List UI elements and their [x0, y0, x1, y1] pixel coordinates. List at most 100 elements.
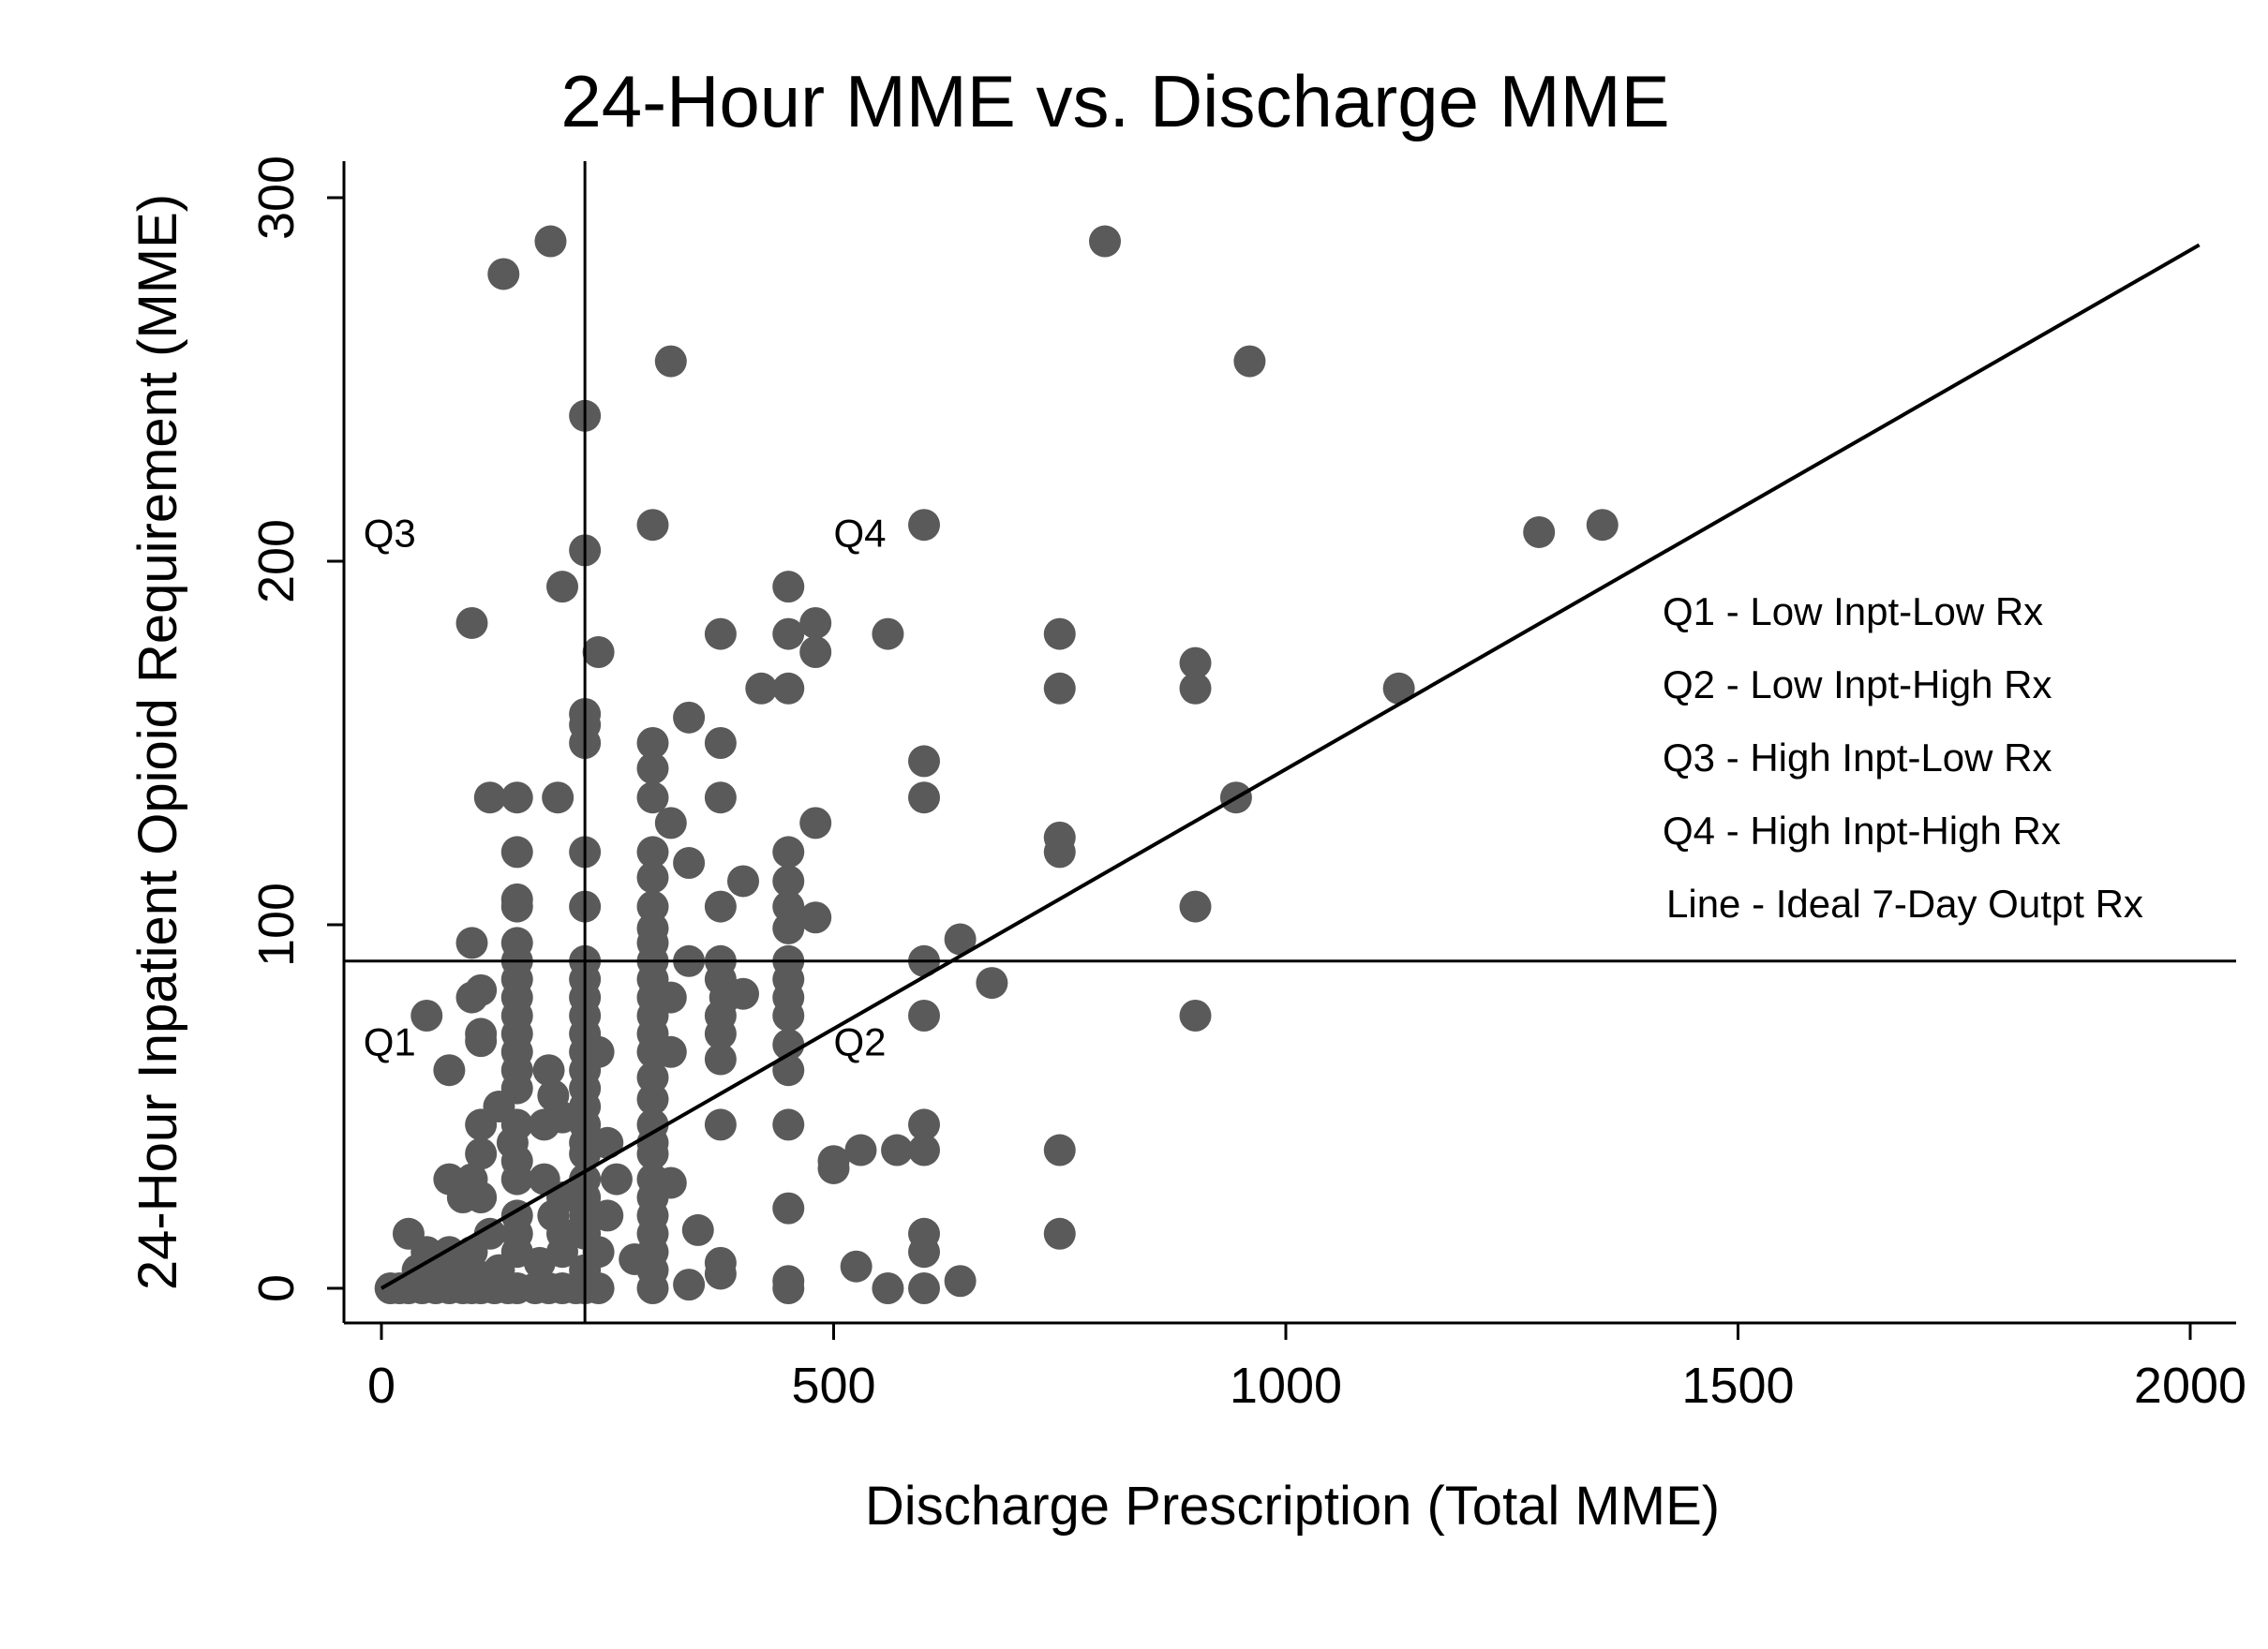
data-point [704, 1018, 737, 1050]
y-tick-label: 200 [248, 519, 305, 603]
data-point [636, 1083, 669, 1116]
data-point [1382, 672, 1415, 705]
data-point [772, 672, 805, 705]
data-point [636, 836, 669, 869]
data-point [681, 1213, 714, 1246]
data-point [799, 901, 832, 934]
quadrant-label-q4: Q4 [834, 511, 887, 555]
data-point [654, 345, 687, 378]
legend-entry-line: Line - Ideal 7-Day Outpt Rx [1666, 882, 2143, 926]
data-point [1043, 617, 1076, 650]
data-point [582, 636, 615, 668]
data-point [799, 636, 832, 668]
ideal-7-day-line [380, 243, 2201, 1290]
data-point [433, 1054, 466, 1087]
data-point [465, 1137, 498, 1170]
data-point [455, 606, 488, 639]
data-point [772, 865, 805, 898]
data-point [673, 701, 706, 734]
data-point [944, 923, 977, 956]
data-point [908, 1272, 940, 1304]
data-point [1043, 672, 1076, 705]
data-point [772, 890, 805, 923]
data-point [908, 1236, 940, 1269]
data-point [704, 1108, 737, 1141]
y-tick-label: 300 [248, 156, 305, 240]
data-point [844, 1134, 877, 1166]
data-point [600, 1163, 633, 1196]
data-point [1043, 1217, 1076, 1250]
data-point [817, 1151, 850, 1184]
data-point [500, 1163, 533, 1196]
data-point [546, 571, 578, 603]
data-point [636, 1137, 669, 1170]
data-point [772, 617, 805, 650]
data-point [487, 258, 520, 290]
data-point [872, 617, 904, 650]
y-tick-label: 100 [248, 883, 305, 967]
data-point [727, 865, 759, 898]
data-point [772, 571, 805, 603]
legend-entry-q2: Q2 - Low Inpt-High Rx [1663, 662, 2052, 706]
data-point [1523, 515, 1556, 548]
data-point [704, 1257, 737, 1290]
data-point [772, 912, 805, 944]
legend-entry-q1: Q1 - Low Inpt-Low Rx [1663, 589, 2043, 633]
data-point [591, 1199, 624, 1232]
data-point [772, 1000, 805, 1032]
data-point [704, 890, 737, 923]
x-tick-label: 0 [367, 1358, 395, 1414]
data-point [908, 509, 940, 542]
data-point [636, 861, 669, 894]
data-point [636, 727, 669, 759]
data-point [1043, 1134, 1076, 1166]
data-point [908, 1134, 940, 1166]
legend-entry-q3: Q3 - High Inpt-Low Rx [1663, 735, 2052, 780]
data-point [1233, 345, 1266, 378]
data-point [500, 781, 533, 814]
x-tick-label: 1000 [1230, 1358, 1342, 1414]
quadrant-labels: Q3 Q4 Q1 Q2 [364, 511, 887, 1063]
data-point [465, 1181, 498, 1213]
data-point [532, 1054, 565, 1087]
data-point [772, 1108, 805, 1141]
data-point [473, 781, 506, 814]
data-point [636, 509, 669, 542]
data-point [673, 1269, 706, 1301]
data-point [455, 927, 488, 959]
data-point [727, 977, 759, 1010]
data-point [1179, 1000, 1212, 1032]
data-point [1179, 890, 1212, 923]
quadrant-label-q3: Q3 [364, 511, 416, 555]
data-point [1179, 672, 1212, 705]
data-point [772, 1029, 805, 1062]
data-point [872, 1272, 904, 1304]
chart-title: 24-Hour MME vs. Discharge MME [560, 60, 1669, 142]
data-point [799, 606, 832, 639]
data-point [465, 1108, 498, 1141]
plot-frame [342, 161, 2236, 1325]
data-point [654, 1035, 687, 1068]
legend-entry-q4: Q4 - High Inpt-High Rx [1663, 809, 2061, 853]
data-point [636, 1061, 669, 1093]
data-point [673, 847, 706, 880]
data-point [745, 672, 778, 705]
data-point [840, 1250, 873, 1283]
data-point [1089, 225, 1121, 258]
data-point [772, 836, 805, 869]
data-point [908, 1000, 940, 1032]
x-axis-label: Discharge Prescription (Total MME) [865, 1476, 1720, 1537]
data-point [1043, 836, 1076, 869]
data-point [465, 1025, 498, 1058]
data-point [582, 1272, 615, 1304]
data-point [636, 1272, 669, 1304]
x-ticks: 0 500 1000 1500 2000 [367, 1323, 2246, 1414]
data-point [908, 781, 940, 814]
data-point [976, 967, 1008, 1000]
data-point [944, 1265, 977, 1298]
data-point [500, 836, 533, 869]
y-axis-label: 24-Hour Inpatient Opioid Requirement (MM… [127, 194, 188, 1290]
data-point [881, 1134, 914, 1166]
x-tick-label: 2000 [2134, 1358, 2246, 1414]
